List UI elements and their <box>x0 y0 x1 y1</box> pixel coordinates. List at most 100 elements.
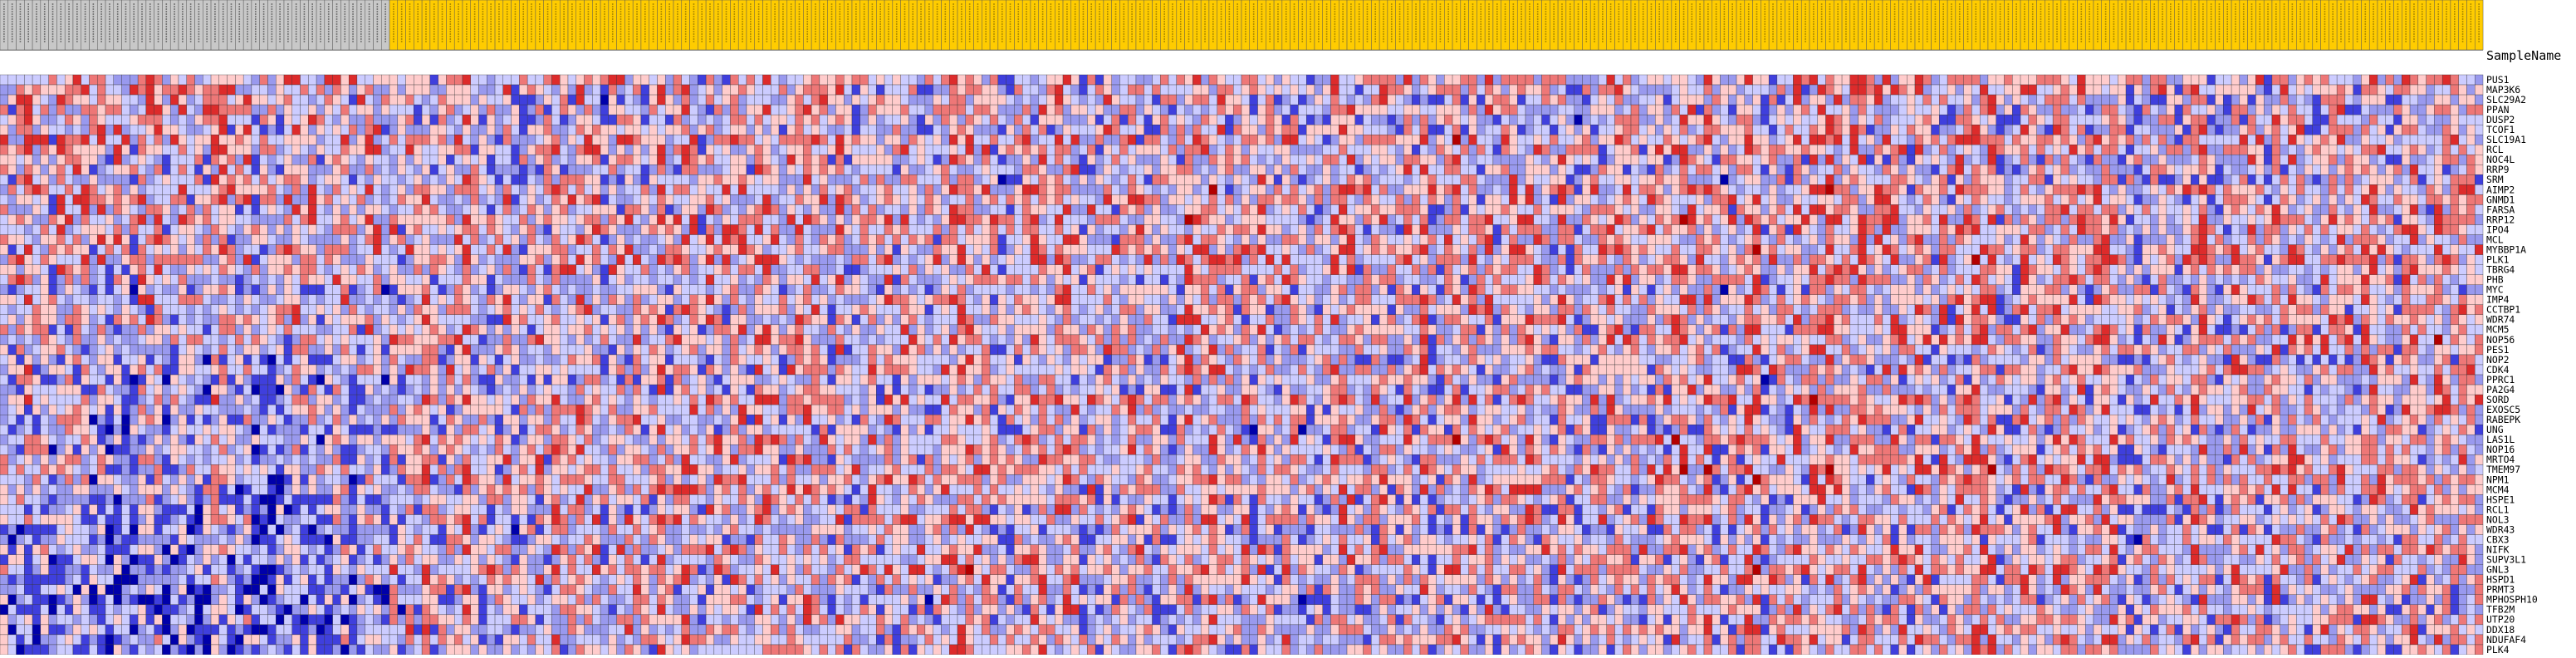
heatmap-cell <box>170 214 179 224</box>
heatmap-cell <box>2466 125 2475 135</box>
heatmap-cell <box>1063 125 1071 135</box>
heatmap-cell <box>1655 125 1663 135</box>
heatmap-cell <box>2288 105 2296 115</box>
heatmap-cell <box>673 85 682 95</box>
heatmap-cell <box>8 214 17 224</box>
heatmap-cell <box>1712 174 1721 184</box>
heatmap-cell <box>1461 85 1469 95</box>
heatmap-cell <box>1915 75 1923 85</box>
heatmap-cell <box>1315 184 1323 194</box>
heatmap-cell <box>1379 164 1388 174</box>
heatmap-cell <box>2037 145 2045 155</box>
heatmap-cell <box>519 214 527 224</box>
heatmap-cell <box>966 164 974 174</box>
heatmap-cell <box>1168 105 1177 115</box>
heatmap-cell <box>2434 95 2442 105</box>
heatmap-cell <box>990 135 998 145</box>
heatmap-cell <box>2020 204 2029 214</box>
heatmap-cell <box>657 125 665 135</box>
heatmap-cell <box>1071 85 1080 95</box>
heatmap-cell <box>0 125 8 135</box>
heatmap-cell <box>154 155 163 164</box>
heatmap-cell <box>1355 145 1364 155</box>
heatmap-cell <box>89 184 97 194</box>
heatmap-cell <box>1233 75 1241 85</box>
heatmap-cell <box>2442 85 2451 95</box>
heatmap-cell <box>2248 75 2256 85</box>
heatmap-cell <box>1209 125 1217 135</box>
heatmap-cell <box>1964 184 1972 194</box>
heatmap-cell <box>1777 184 1785 194</box>
heatmap-cell <box>292 95 301 105</box>
heatmap-cell <box>1461 95 1469 105</box>
heatmap-cell <box>1355 204 1364 214</box>
heatmap-cell <box>1022 155 1031 164</box>
heatmap-cell <box>1315 85 1323 95</box>
heatmap-cell <box>2337 125 2345 135</box>
heatmap-cell <box>1461 105 1469 115</box>
heatmap-cell <box>1258 105 1266 115</box>
heatmap-cell <box>2442 184 2451 194</box>
heatmap-cell <box>1452 184 1461 194</box>
heatmap-cell <box>2369 184 2378 194</box>
heatmap-cell <box>617 184 625 194</box>
heatmap-cell <box>1112 85 1120 95</box>
heatmap-cell <box>316 135 325 145</box>
heatmap-cell <box>811 155 820 164</box>
heatmap-cell <box>527 75 536 85</box>
heatmap-cell <box>2110 95 2118 105</box>
heatmap-cell <box>2240 155 2248 164</box>
heatmap-cell <box>1891 125 1899 135</box>
heatmap-cell <box>81 204 90 214</box>
heatmap-cell <box>2102 115 2110 125</box>
heatmap-cell <box>1932 85 1940 95</box>
heatmap-cell <box>998 184 1006 194</box>
heatmap-cell <box>519 105 527 115</box>
heatmap-cell <box>203 95 211 105</box>
heatmap-cell <box>97 184 105 194</box>
heatmap-cell <box>747 155 755 164</box>
heatmap-cell <box>2012 204 2020 214</box>
heatmap-cell <box>2223 135 2231 145</box>
heatmap-cell <box>1095 75 1104 85</box>
heatmap-cell <box>17 204 25 214</box>
heatmap-cell <box>2434 85 2442 95</box>
heatmap-cell <box>1980 194 1988 204</box>
heatmap-cell <box>73 135 81 145</box>
heatmap-cell <box>1031 115 1039 125</box>
heatmap-cell <box>1071 174 1080 184</box>
heatmap-cell <box>463 204 471 214</box>
heatmap-cell <box>170 85 179 95</box>
heatmap-cell <box>1469 204 1477 214</box>
heatmap-cell <box>2442 75 2451 85</box>
heatmap-cell <box>495 95 503 105</box>
heatmap-cell <box>1550 135 1558 145</box>
heatmap-cell <box>325 115 333 125</box>
heatmap-cell <box>219 105 228 115</box>
heatmap-cell <box>609 85 617 95</box>
heatmap-cell <box>2191 85 2199 95</box>
heatmap-cell <box>949 105 957 115</box>
heatmap-cell <box>81 95 90 105</box>
heatmap-cell <box>2158 85 2167 95</box>
heatmap-cell <box>1014 155 1022 164</box>
heatmap-cell <box>373 115 381 125</box>
heatmap-cell <box>2094 155 2102 164</box>
heatmap-cell <box>714 125 722 135</box>
heatmap-cell <box>2394 125 2402 135</box>
heatmap-cell <box>381 125 389 135</box>
heatmap-cell <box>1412 145 1420 155</box>
heatmap-cell <box>97 105 105 115</box>
heatmap-cell <box>2182 75 2191 85</box>
heatmap-cell <box>1006 204 1015 214</box>
heatmap-cell <box>479 105 487 115</box>
heatmap-cell <box>2077 194 2085 204</box>
heatmap-cell <box>1947 125 1956 135</box>
heatmap-cell <box>1209 184 1217 194</box>
heatmap-cell <box>1939 155 1947 164</box>
heatmap-cell <box>1039 155 1047 164</box>
heatmap-cell <box>41 174 49 184</box>
heatmap-cell <box>2272 115 2280 125</box>
heatmap-cell <box>2053 184 2061 194</box>
heatmap-cell <box>1558 164 1566 174</box>
